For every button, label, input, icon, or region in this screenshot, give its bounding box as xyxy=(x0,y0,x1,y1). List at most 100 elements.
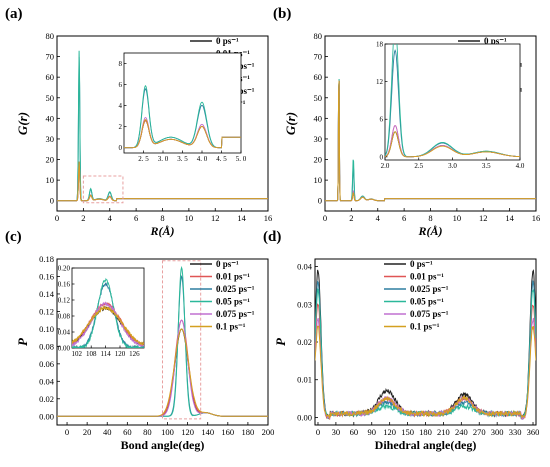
y-tick-label: 0.06 xyxy=(39,359,54,369)
series-line-0.1 xyxy=(315,325,536,420)
inset-y-tick-label: 0.12 xyxy=(58,297,71,305)
inset-y-tick-label: 6 xyxy=(380,116,384,124)
x-tick-label: 150 xyxy=(401,427,414,437)
x-tick-label: 20 xyxy=(83,427,92,437)
series-line-0 xyxy=(57,161,268,202)
panel-b: 0 2 4 6 8 10 12 14 1601020304050607080(b)R(Å)G(r… xyxy=(273,6,540,238)
inset-x-tick-label: 2.0 xyxy=(381,162,390,170)
legend-label: 0 ps⁻¹ xyxy=(484,36,507,46)
plot-frame xyxy=(56,258,269,426)
inset-x-tick-label: 5. 0 xyxy=(236,155,247,163)
inset-y-tick-label: 0.16 xyxy=(58,281,71,289)
x-tick-label: 240 xyxy=(455,427,468,437)
series-group xyxy=(315,269,536,421)
x-tick-label: 0 xyxy=(65,427,69,437)
panel-label: (b) xyxy=(273,6,291,22)
inset-y-tick-label: 0.04 xyxy=(58,329,71,337)
panel-a: 0 2 4 6 8 10 12 14 1601020304050607080(a)R(Å)G(r… xyxy=(5,6,272,238)
legend-label: 0.05 ps⁻¹ xyxy=(216,297,250,307)
inset-y-tick-label: 12 xyxy=(376,78,384,86)
inset-y-tick-label: 0 xyxy=(380,153,384,161)
x-tick-label: 16 xyxy=(264,213,273,223)
series-line-0.075 xyxy=(315,317,536,420)
y-axis-label: G(r) xyxy=(283,112,298,135)
legend-label: 0.025 ps⁻¹ xyxy=(216,284,255,294)
y-tick-label: 20 xyxy=(314,155,323,165)
y-tick-label: 70 xyxy=(314,52,323,62)
y-tick-label: 0.10 xyxy=(39,324,54,334)
legend-label: 0 ps⁻¹ xyxy=(410,259,433,269)
y-tick-label: 0.01 xyxy=(297,375,312,385)
y-tick-label: 80 xyxy=(46,31,55,41)
y-axis-label: P xyxy=(15,337,30,346)
y-tick-label: 20 xyxy=(46,155,55,165)
inset-series-line-0.1 xyxy=(124,119,241,149)
inset-x-tick-label: 4. 0 xyxy=(197,155,208,163)
y-tick-label: 10 xyxy=(46,175,55,185)
y-tick-label: 60 xyxy=(314,72,323,82)
inset-y-tick-label: 6 xyxy=(119,81,123,89)
x-tick-label: 12 xyxy=(479,213,488,223)
inset-series-line-0.075 xyxy=(72,301,144,347)
legend-label: 0.1 ps⁻¹ xyxy=(410,322,440,332)
y-tick-label: 0 xyxy=(318,196,322,206)
x-tick-label: 10 xyxy=(453,213,462,223)
x-axis-label: Dihedral angle(deg) xyxy=(375,438,477,452)
x-tick-label: 14 xyxy=(505,213,514,223)
panel-label: (d) xyxy=(263,229,281,245)
legend-label: 0 ps⁻¹ xyxy=(216,259,239,269)
inset-series-line-0.1 xyxy=(385,131,520,158)
y-tick-label: 0.03 xyxy=(297,299,312,309)
y-tick-label: 0.04 xyxy=(297,262,313,272)
inset-x-tick-label: 4. 5 xyxy=(216,155,227,163)
x-tick-label: 4 xyxy=(108,213,113,223)
zoom-region-box xyxy=(82,175,124,204)
y-axis-label: P xyxy=(273,337,288,346)
inset-y-tick-label: 18 xyxy=(376,41,384,49)
x-axis-label: R(Å) xyxy=(150,224,175,238)
inset-series-line-0.1 xyxy=(72,305,144,346)
x-tick-label: 6 xyxy=(402,213,406,223)
y-axis-label: G(r) xyxy=(15,112,30,135)
legend-label: 0.01 ps⁻¹ xyxy=(410,272,444,282)
y-tick-label: 10 xyxy=(314,175,323,185)
legend-label: 0 ps⁻¹ xyxy=(216,36,239,46)
x-tick-label: 2 xyxy=(81,213,85,223)
x-tick-label: 0 xyxy=(55,213,59,223)
panel-label: (a) xyxy=(5,6,23,22)
x-tick-label: 180 xyxy=(242,427,255,437)
y-tick-label: 0.08 xyxy=(39,341,54,351)
x-tick-label: 4 xyxy=(376,213,381,223)
inset-series-line-0.05 xyxy=(72,277,144,348)
inset-c: 102 108 114 120 126 0.00 0.04 0.08 0.12 0.16 0.20 xyxy=(58,265,145,358)
y-tick-label: 0.02 xyxy=(297,337,312,347)
y-tick-label: 0.16 xyxy=(39,271,54,281)
panel-label: (c) xyxy=(5,229,22,245)
x-tick-label: 330 xyxy=(509,427,522,437)
series-line-0.1 xyxy=(325,80,536,202)
inset-x-tick-label: 3.0 xyxy=(448,162,457,170)
legend-label: 0.075 ps⁻¹ xyxy=(216,309,255,319)
x-tick-label: 12 xyxy=(211,213,220,223)
series-line-0.075 xyxy=(57,161,268,202)
inset-x-tick-label: 108 xyxy=(86,350,97,358)
inset-x-tick-label: 126 xyxy=(129,350,140,358)
legend-label: 0.05 ps⁻¹ xyxy=(410,297,444,307)
x-tick-label: 10 xyxy=(185,213,194,223)
x-tick-label: 0 xyxy=(316,427,320,437)
y-tick-label: 0.04 xyxy=(39,376,55,386)
x-tick-label: 180 xyxy=(419,427,432,437)
x-tick-label: 200 xyxy=(262,427,275,437)
legend-label: 0.01 ps⁻¹ xyxy=(216,272,250,282)
x-tick-label: 16 xyxy=(532,213,541,223)
x-tick-label: 2 xyxy=(349,213,353,223)
panel-c: 0 20 40 60 80 100 120 140 160 180 200 0.00 0.02 0.04 0… xyxy=(5,229,274,452)
series-line-0.1 xyxy=(57,161,268,202)
x-tick-label: 8 xyxy=(428,213,432,223)
y-tick-label: 0.02 xyxy=(39,394,54,404)
series-line-0.01 xyxy=(57,161,268,202)
x-tick-label: 270 xyxy=(473,427,486,437)
inset-frame xyxy=(123,52,242,154)
inset-x-tick-label: 114 xyxy=(100,350,111,358)
